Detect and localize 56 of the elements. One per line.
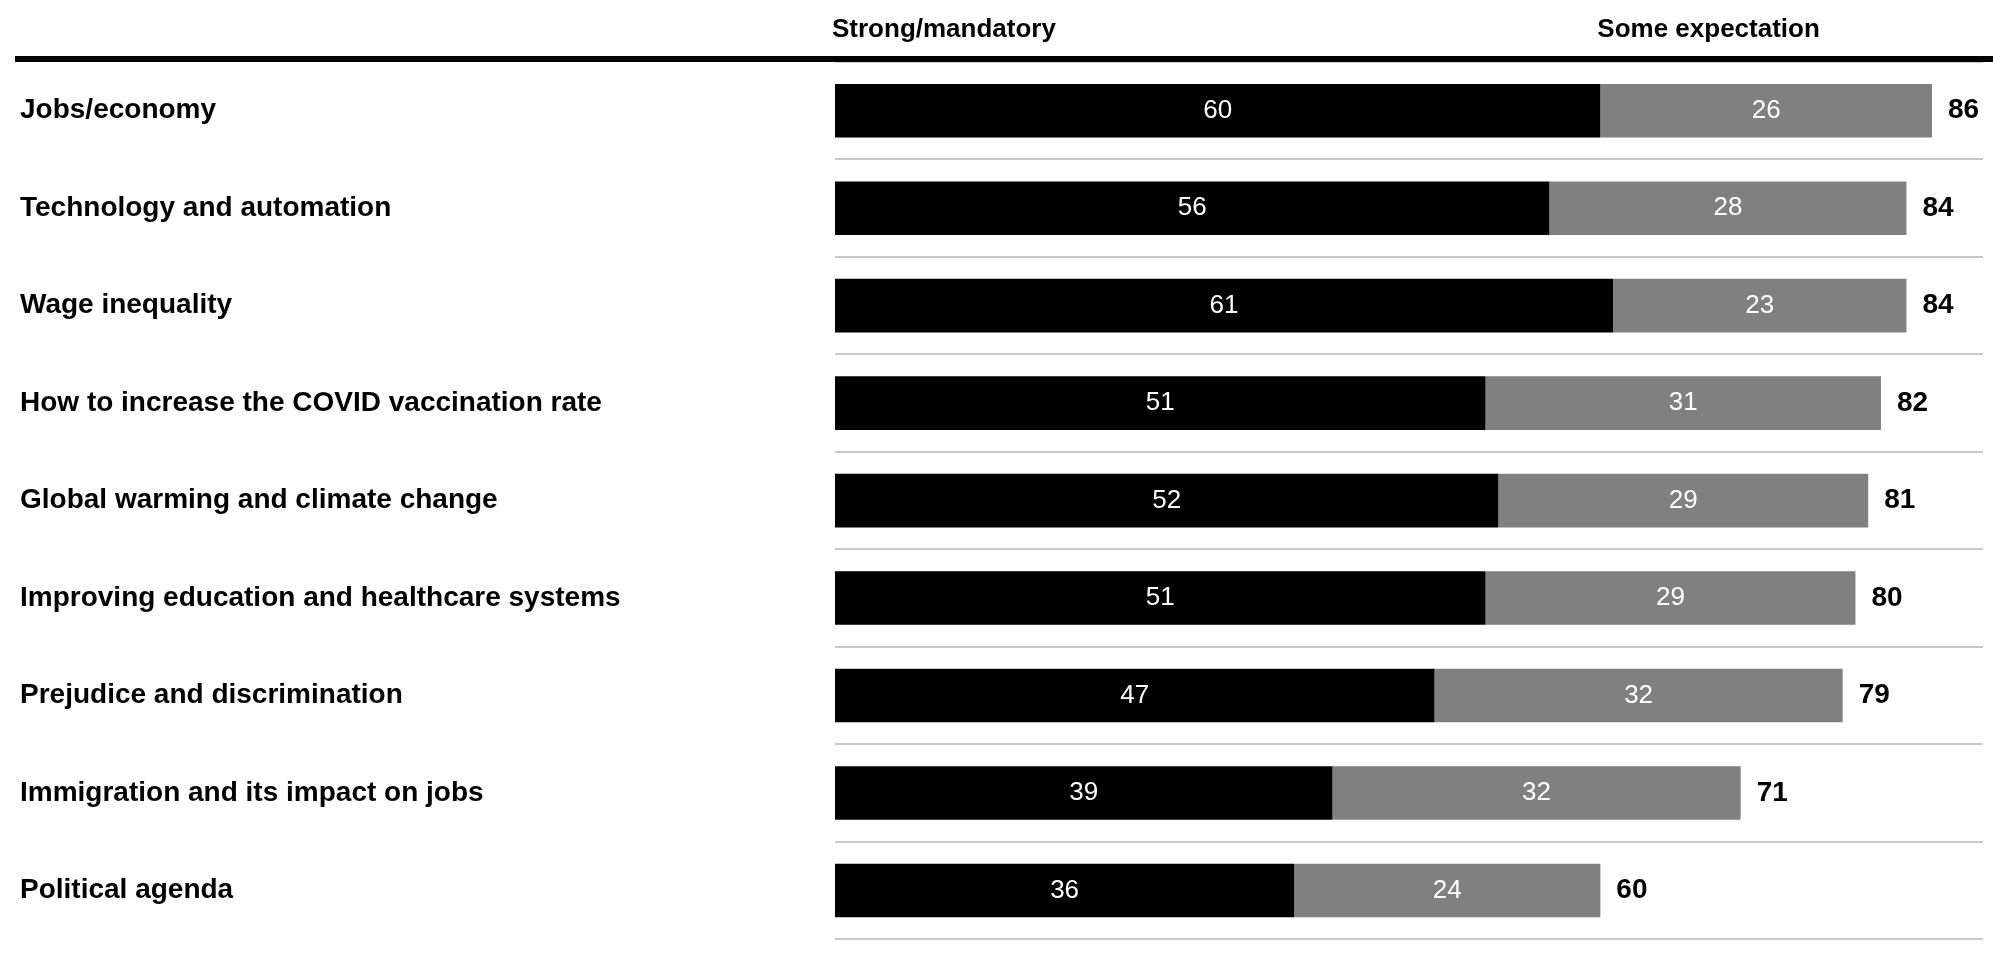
bar — [835, 863, 1295, 918]
total-label: 86 — [1947, 93, 1980, 125]
bar — [1600, 83, 1932, 138]
series-label: Some expectation — [1597, 13, 1820, 44]
data-label: 32 — [1522, 776, 1552, 807]
y-tick-label: Prejudice and discrimination — [20, 678, 403, 710]
y-tick-label: Improving education and healthcare systems — [20, 580, 621, 612]
data-label: 29 — [1656, 581, 1685, 612]
data-label: 39 — [1069, 776, 1099, 807]
data-label: 31 — [1668, 386, 1698, 417]
series-label: Strong/mandatory — [832, 13, 1057, 44]
bar — [835, 83, 1601, 138]
data-label: 51 — [1145, 581, 1175, 612]
bar — [835, 278, 1614, 333]
y-tick-label: Global warming and climate change — [20, 483, 498, 515]
data-label: 60 — [1203, 93, 1233, 124]
bar — [1549, 181, 1907, 235]
data-label: 61 — [1209, 288, 1239, 319]
y-tick-label: Technology and automation — [20, 190, 392, 222]
total-label: 79 — [1858, 678, 1890, 710]
total-label: 81 — [1884, 483, 1916, 515]
data-label: 28 — [1713, 191, 1743, 222]
y-tick-label: How to increase the COVID vaccination rate — [20, 385, 602, 417]
y-tick-label: Political agenda — [20, 873, 234, 905]
bar — [835, 181, 1550, 235]
total-label: 84 — [1922, 288, 1955, 320]
y-tick-label: Immigration and its impact on jobs — [20, 775, 484, 807]
total-label: 80 — [1871, 580, 1903, 612]
total-label: 71 — [1756, 775, 1788, 807]
data-label: 26 — [1751, 93, 1781, 124]
y-tick-label: Wage inequality — [20, 288, 233, 320]
bar — [1434, 668, 1843, 723]
data-label: 51 — [1145, 386, 1175, 417]
data-label: 23 — [1745, 288, 1775, 319]
bar — [835, 766, 1333, 820]
bar — [835, 473, 1499, 528]
data-label: 24 — [1432, 873, 1462, 904]
bar — [1485, 571, 1856, 625]
data-label: 29 — [1668, 483, 1698, 514]
total-label: 60 — [1616, 873, 1648, 905]
bar — [1498, 473, 1869, 528]
bar — [835, 668, 1435, 723]
data-label: 47 — [1120, 678, 1150, 709]
data-label: 52 — [1152, 483, 1182, 514]
total-label: 82 — [1896, 385, 1929, 417]
data-label: 36 — [1050, 873, 1080, 904]
data-label: 32 — [1624, 678, 1654, 709]
bar — [835, 376, 1486, 430]
bar — [1485, 376, 1881, 430]
total-label: 84 — [1922, 190, 1955, 222]
bar — [835, 571, 1486, 625]
bar — [1294, 863, 1601, 918]
data-label: 56 — [1177, 191, 1207, 222]
bar — [1613, 278, 1907, 333]
bar — [1332, 766, 1741, 820]
y-tick-label: Jobs/economy — [20, 93, 217, 125]
